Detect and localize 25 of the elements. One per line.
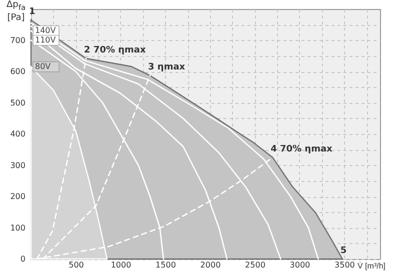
x-tick-label: 500: [68, 260, 84, 270]
legend-label: 110V: [35, 35, 56, 44]
x-tick-label: 1000: [110, 260, 132, 270]
x-tick-label: 1500: [156, 260, 176, 270]
x-tick-label: 3000: [290, 260, 310, 270]
annotation: 5: [340, 246, 347, 256]
x-axis-title: V̇ [m³/h]: [358, 261, 386, 270]
y-tick-label: 500: [10, 98, 26, 108]
annotation: 1: [29, 6, 36, 17]
y-tick-label: 100: [10, 223, 26, 232]
y-axis-title: Δp$_{fa}$ [Pa]: [6, 0, 26, 23]
series-label: 80V: [35, 62, 52, 71]
y-tick-label: 700: [10, 36, 26, 45]
annotation: 4 70% ηmax: [270, 144, 333, 154]
y-tick-label: 600: [10, 67, 26, 76]
x-tick-label: 2000: [200, 260, 221, 270]
annotation: 2 70% ηmax: [84, 45, 146, 56]
x-tick-label: 2500: [245, 260, 266, 270]
y-tick-label: 200: [10, 192, 26, 201]
series-label: 140V: [35, 26, 56, 35]
annotation: 3 ηmax: [148, 62, 186, 73]
x-tick-label: 3500: [334, 260, 355, 270]
y-tick-label: 300: [10, 160, 26, 170]
y-tick-label: 400: [10, 130, 26, 138]
y-tick-label: 0: [20, 254, 26, 264]
